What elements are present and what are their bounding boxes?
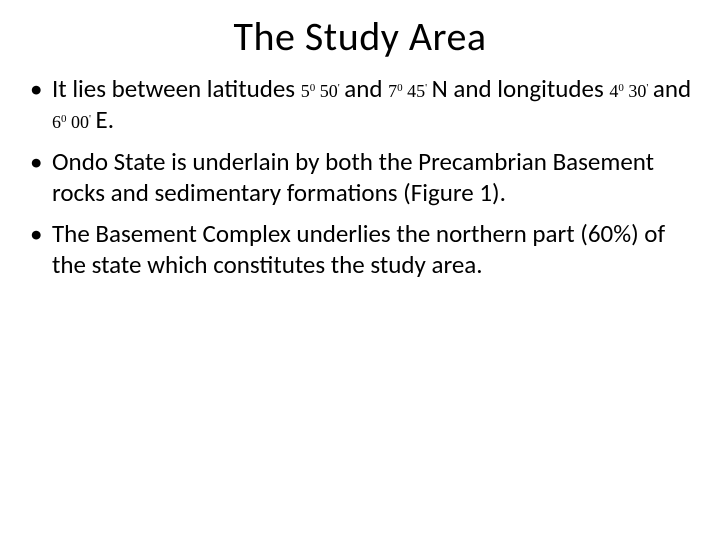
lon2-degmark: 0 — [61, 113, 67, 125]
b1-and-2: and — [653, 73, 691, 104]
b1-text-2: N and longitudes — [432, 73, 604, 104]
bullet-1: It lies between latitudes 50 50' and 70 … — [24, 73, 696, 136]
lat2-degmark: 0 — [397, 82, 403, 94]
lat2-minmark: ' — [425, 82, 427, 94]
lat2-deg: 7 — [388, 81, 397, 101]
lon1: 40 30' — [609, 81, 652, 101]
bullet-3: The Basement Complex underlies the north… — [24, 218, 696, 281]
bullet-list: It lies between latitudes 50 50' and 70 … — [24, 73, 696, 281]
lon1-min: 30 — [628, 81, 646, 101]
b1-and-1: and — [344, 73, 382, 104]
lat1-deg: 5 — [301, 81, 310, 101]
lon2-minmark: ' — [89, 113, 91, 125]
b1-text-1: It lies between latitudes — [52, 73, 295, 104]
lon1-minmark: ' — [646, 82, 648, 94]
slide-title: The Study Area — [24, 12, 696, 61]
lat1: 50 50' — [301, 81, 344, 101]
lat1-minmark: ' — [338, 82, 340, 94]
lat1-min: 50 — [320, 81, 338, 101]
lat2-min: 45 — [407, 81, 425, 101]
lon2-deg: 6 — [52, 112, 61, 132]
lon2: 60 00' — [52, 112, 95, 132]
lat1-degmark: 0 — [310, 82, 316, 94]
bullet-2: Ondo State is underlain by both the Prec… — [24, 146, 696, 209]
slide: The Study Area It lies between latitudes… — [0, 0, 720, 540]
lon1-degmark: 0 — [618, 82, 624, 94]
lon2-min: 00 — [71, 112, 89, 132]
b1-text-3: E. — [95, 104, 114, 135]
lat2: 70 45' — [388, 81, 431, 101]
